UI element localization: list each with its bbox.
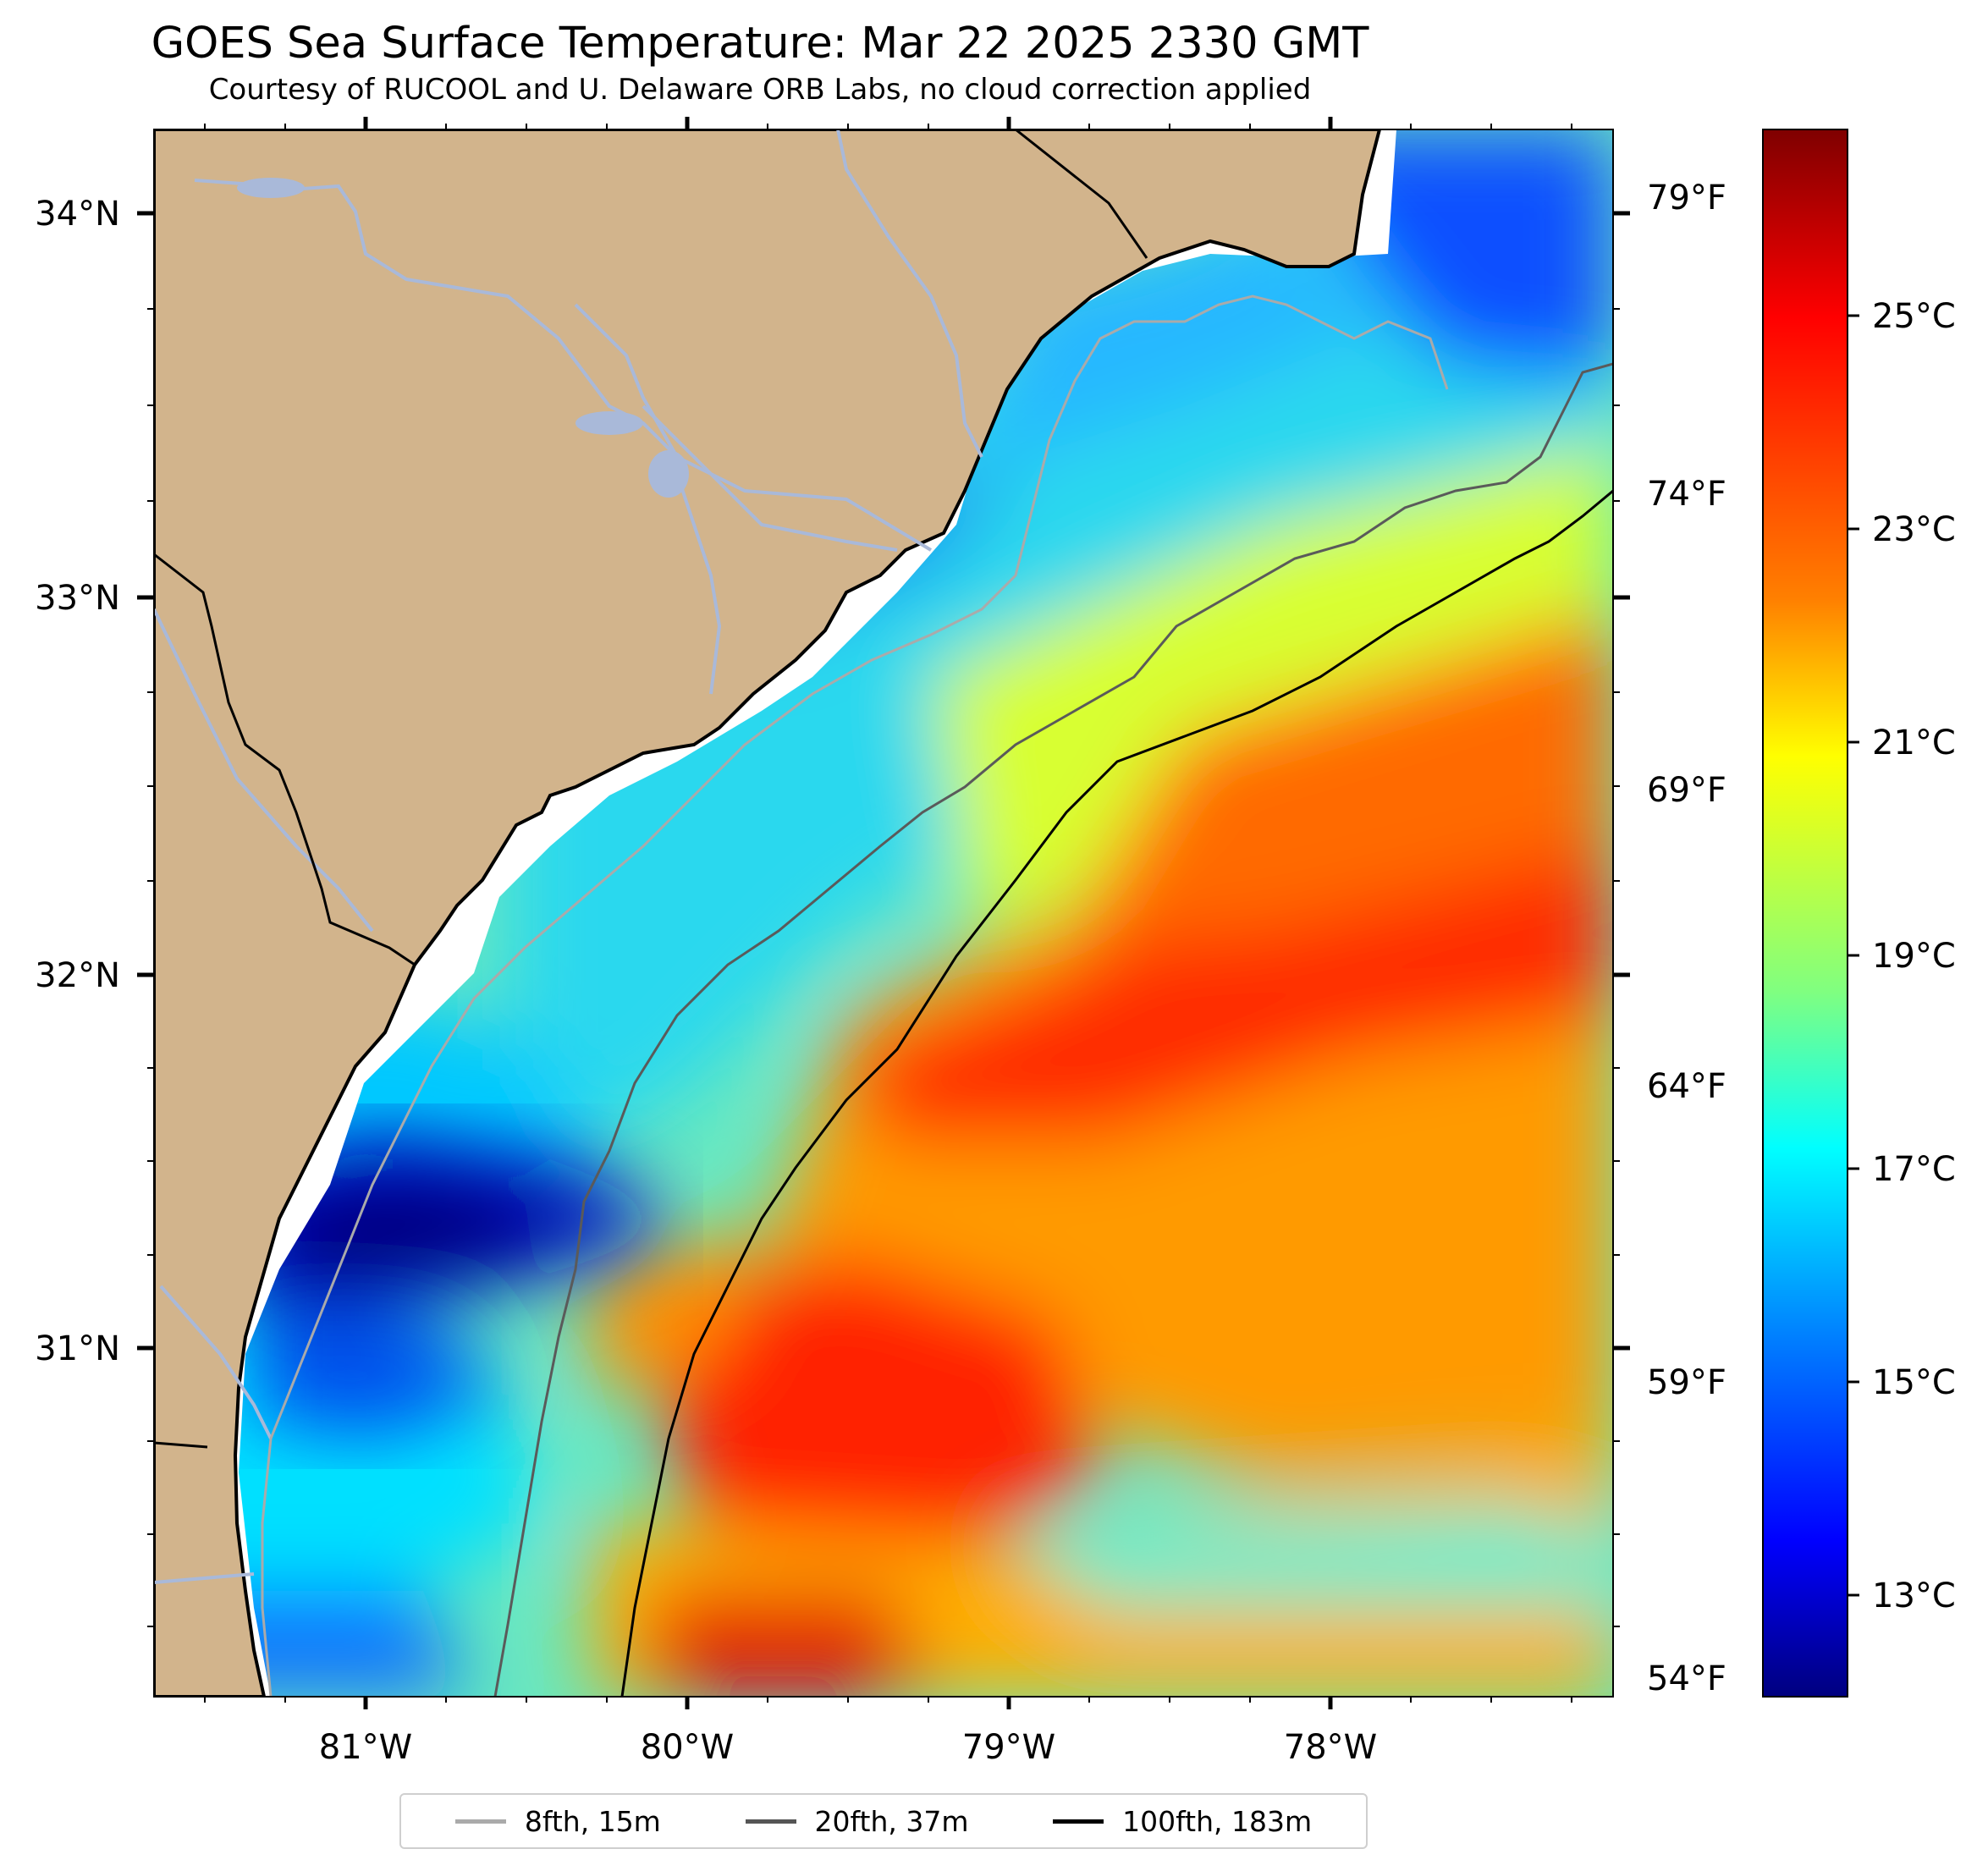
- celsius-label-17: 17°C: [1872, 1150, 1956, 1189]
- legend-item-100fth: 100fth, 183m: [1053, 1805, 1312, 1838]
- lat-label-31n: 31°N: [35, 1329, 120, 1368]
- legend-swatch-8fth: [454, 1819, 506, 1824]
- fahrenheit-label-64: 64°F: [1647, 1067, 1726, 1106]
- celsius-label-13: 13°C: [1872, 1577, 1956, 1615]
- map-subtitle: Courtesy of RUCOOL and U. Delaware ORB L…: [208, 73, 1312, 107]
- fahrenheit-label-79: 79°F: [1647, 179, 1726, 217]
- legend-item-20fth: 20fth, 37m: [745, 1804, 969, 1838]
- fahrenheit-label-74: 74°F: [1647, 475, 1726, 514]
- lat-label-34n: 34°N: [35, 195, 120, 234]
- rivers: [154, 129, 983, 1584]
- sst-field: [154, 129, 1613, 1697]
- colorbar-ticks: [1848, 314, 1859, 1597]
- legend-label-8fth: 8fth, 15m: [524, 1804, 661, 1838]
- colorbar: [1762, 129, 1848, 1698]
- celsius-label-25: 25°C: [1872, 297, 1956, 336]
- isobath-100fth: [620, 489, 1613, 1697]
- lakes: [237, 178, 689, 498]
- map-frame: [153, 129, 1614, 1698]
- legend-swatch-100fth: [1053, 1819, 1104, 1824]
- isobath-legend: 8fth, 15m 20fth, 37m 100fth, 183m: [399, 1793, 1368, 1849]
- legend-item-8fth: 8fth, 15m: [454, 1804, 661, 1838]
- fahrenheit-label-69: 69°F: [1647, 771, 1726, 810]
- major-ticks: [137, 117, 1630, 1709]
- lon-label-80w: 80°W: [641, 1728, 734, 1767]
- lon-label-79w: 79°W: [962, 1728, 1055, 1767]
- celsius-label-23: 23°C: [1872, 510, 1956, 549]
- land: [154, 129, 1382, 1697]
- lat-label-33n: 33°N: [35, 579, 120, 618]
- legend-label-100fth: 100fth, 183m: [1122, 1804, 1313, 1838]
- lon-label-81w: 81°W: [319, 1728, 412, 1767]
- lat-label-32n: 32°N: [35, 956, 120, 995]
- fahrenheit-label-59: 59°F: [1647, 1363, 1726, 1402]
- isobath-8fth: [261, 294, 1449, 1697]
- state-borders: [154, 129, 1148, 1449]
- lon-label-78w: 78°W: [1284, 1728, 1377, 1767]
- isobath-20fth: [493, 362, 1613, 1697]
- celsius-label-15: 15°C: [1872, 1363, 1956, 1402]
- map-title: GOES Sea Surface Temperature: Mar 22 202…: [151, 19, 1369, 69]
- isobaths: [261, 294, 1613, 1697]
- celsius-label-21: 21°C: [1872, 724, 1956, 762]
- minor-ticks: [147, 124, 1620, 1703]
- celsius-label-19: 19°C: [1872, 937, 1956, 976]
- fahrenheit-label-54: 54°F: [1647, 1659, 1726, 1698]
- legend-label-20fth: 20fth, 37m: [814, 1804, 969, 1838]
- legend-swatch-20fth: [745, 1819, 796, 1824]
